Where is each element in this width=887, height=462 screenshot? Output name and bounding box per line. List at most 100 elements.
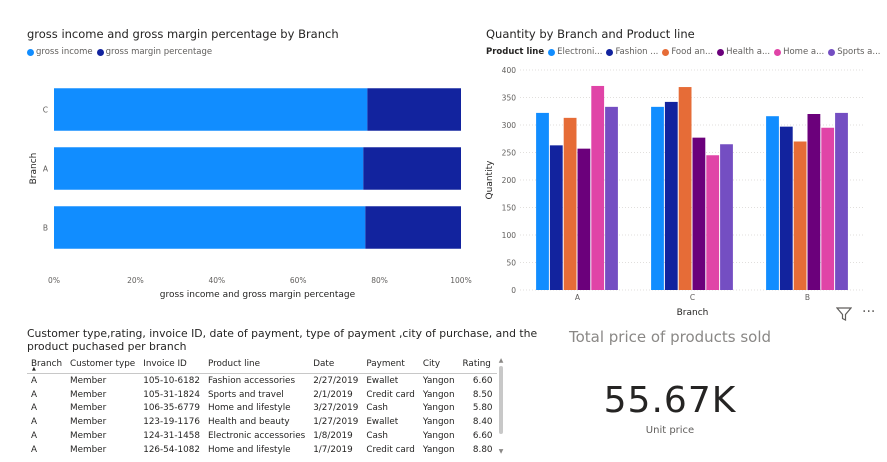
card-subtitle: Unit price: [645, 425, 695, 436]
table-cell: 126-54-1082: [143, 444, 200, 455]
column-header-date[interactable]: Date: [309, 355, 363, 374]
y-tick-label: 50: [506, 259, 516, 268]
table-cell: Fashion accessories: [207, 375, 296, 386]
customer-table-visual: Customer type,rating, invoice ID, date o…: [27, 327, 537, 462]
x-axis-title: gross income and gross margin percentage: [160, 290, 356, 300]
scroll-down-icon[interactable]: ▼: [498, 448, 504, 455]
scroll-thumb[interactable]: [499, 366, 503, 434]
table-cell: Health and beauty: [207, 417, 290, 428]
bar-plot-area: C A B 0% 20% 40% 60% 80% 100% gross income and gr…: [29, 88, 472, 300]
column: [807, 114, 821, 290]
y-axis-title: Quantity: [485, 160, 495, 200]
table-row[interactable]: A Member 124-31-1458 Electronic accessories…: [27, 429, 497, 443]
data-table: Branch ▲ Customer type Invoice ID Product…: [27, 355, 497, 457]
table-cell: 6.60: [472, 375, 493, 386]
table-cell: A: [31, 403, 38, 414]
quantity-chart: Quantity by Branch and Product line Prod…: [480, 0, 887, 325]
card-value: 55.67K: [603, 380, 737, 421]
chart-legend: gross income gross margin percentage: [27, 47, 216, 57]
table-cell: 124-31-1458: [143, 431, 200, 442]
column-header-city[interactable]: City: [418, 355, 459, 374]
table-cell: Yangon: [422, 389, 455, 400]
filter-icon[interactable]: [835, 306, 853, 322]
card-title: Total price of products sold: [568, 328, 772, 346]
table-cell: Member: [70, 444, 107, 455]
legend-item[interactable]: Home a...: [774, 47, 824, 57]
bar: [54, 88, 368, 131]
table-row[interactable]: A Member 105-10-6182 Fashion accessories 2/2…: [27, 374, 497, 388]
table-cell: 8.50: [472, 389, 493, 400]
table-row[interactable]: A Member 123-19-1176 Health and beauty 1/27/…: [27, 415, 497, 429]
table-cell: 8.80: [472, 444, 493, 455]
y-tick-label: 250: [502, 149, 517, 158]
legend-title: Product line: [486, 47, 545, 57]
table-cell: 2/27/2019: [313, 375, 359, 386]
table-cell: Member: [70, 417, 107, 428]
column: [591, 85, 605, 290]
scroll-up-icon[interactable]: ▲: [498, 357, 504, 364]
x-tick-label: 100%: [450, 276, 471, 285]
legend-item[interactable]: Food an...: [662, 47, 713, 57]
table-cell: 106-35-6779: [143, 403, 200, 414]
y-tick-label: 100: [502, 231, 517, 240]
table-cell: 1/27/2019: [313, 417, 359, 428]
legend-item[interactable]: Sports a...: [828, 47, 880, 57]
column-plot-area: 0 50 100 150 200 250 300 350 400 A C B Branch Quantit…: [485, 66, 865, 318]
more-options-icon[interactable]: ···: [862, 304, 876, 320]
table-cell: 8.40: [472, 417, 493, 428]
table-cell: Yangon: [422, 417, 455, 428]
table-cell: 1/7/2019: [313, 444, 353, 455]
column: [605, 106, 618, 290]
table-cell: A: [31, 375, 38, 386]
table-cell: 105-31-1824: [143, 389, 200, 400]
chart-legend: Product line Electroni... Fashion ... Fo…: [486, 47, 884, 57]
table-container: Branch ▲ Customer type Invoice ID Product…: [27, 355, 497, 457]
column-header-customer-type[interactable]: Customer type: [66, 355, 140, 374]
y-tick-label: A: [43, 165, 49, 174]
table-cell: Ewallet: [366, 417, 399, 428]
y-tick-label: 200: [502, 176, 517, 185]
column: [536, 112, 549, 291]
bar: [54, 206, 366, 249]
table-cell: A: [31, 389, 38, 400]
table-cell: Member: [70, 389, 107, 400]
table-cell: Cash: [366, 403, 389, 414]
column: [779, 126, 793, 291]
table-scrollbar[interactable]: ▲ ▼: [497, 357, 505, 461]
table-title-line2: product puchased per branch: [27, 340, 187, 353]
legend-item[interactable]: Fashion ...: [606, 47, 658, 57]
column-header-invoice-id[interactable]: Invoice ID: [139, 355, 204, 374]
table-cell: A: [31, 444, 38, 455]
x-tick-label: 40%: [208, 276, 225, 285]
legend-item-gross-income[interactable]: gross income: [27, 47, 93, 57]
y-tick-label: 350: [502, 94, 517, 103]
table-row[interactable]: A Member 105-31-1824 Sports and travel 2/1/2…: [27, 388, 497, 402]
x-axis-title: Branch: [677, 308, 709, 318]
table-cell: Credit card: [366, 389, 415, 400]
table-cell: Yangon: [422, 403, 455, 414]
legend-item[interactable]: Electroni...: [548, 47, 602, 57]
column-header-rating[interactable]: Rating: [458, 355, 497, 374]
table-cell: Sports and travel: [207, 389, 284, 400]
column-header-payment[interactable]: Payment: [362, 355, 419, 374]
y-tick-label: B: [43, 224, 48, 233]
column-header-branch[interactable]: Branch ▲: [27, 355, 67, 374]
column: [563, 117, 577, 290]
legend-item-gross-margin[interactable]: gross margin percentage: [96, 47, 212, 57]
bar: [54, 147, 364, 190]
chart-title: gross income and gross margin percentage…: [27, 27, 339, 41]
table-cell: Ewallet: [366, 375, 399, 386]
table-cell: Yangon: [422, 375, 455, 386]
table-cell: 3/27/2019: [313, 403, 359, 414]
legend-item[interactable]: Health a...: [717, 47, 770, 57]
column-header-product-line[interactable]: Product line: [203, 355, 310, 374]
column: [651, 106, 664, 290]
table-row[interactable]: A Member 126-54-1082 Home and lifestyle 1/7/…: [27, 443, 497, 457]
column: [577, 148, 591, 290]
column: [821, 127, 835, 290]
bar: [363, 147, 461, 190]
column: [835, 112, 848, 291]
gross-income-chart: gross income and gross margin percentage…: [0, 0, 480, 310]
table-row[interactable]: A Member 106-35-6779 Home and lifestyle 3/27…: [27, 402, 497, 416]
table-header-row: Branch ▲ Customer type Invoice ID Product…: [27, 355, 497, 374]
